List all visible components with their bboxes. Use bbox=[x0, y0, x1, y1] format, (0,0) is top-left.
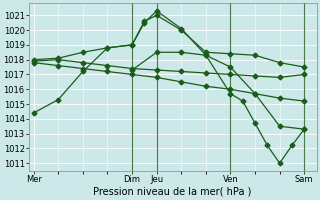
X-axis label: Pression niveau de la mer( hPa ): Pression niveau de la mer( hPa ) bbox=[93, 187, 252, 197]
